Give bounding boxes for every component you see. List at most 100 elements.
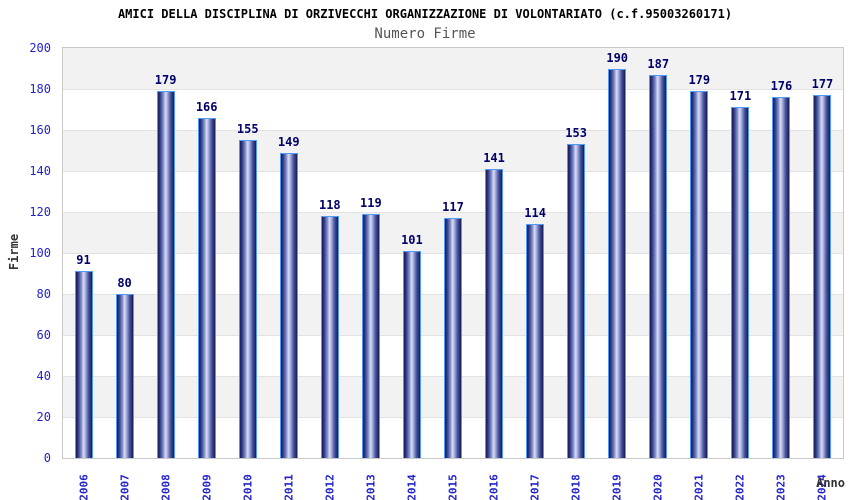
bar-slot: 190 2019 [597, 48, 638, 500]
value-label: 177 [811, 77, 834, 92]
bar-slot: 166 2009 [186, 48, 227, 500]
bar-slot: 118 2012 [309, 48, 350, 500]
x-tick-label: 2007 [118, 474, 132, 500]
value-label: 187 [647, 56, 670, 71]
x-tick-label: 2018 [569, 474, 583, 500]
bar-slot: 141 2016 [474, 48, 515, 500]
bar-slot: 179 2021 [679, 48, 720, 500]
value-label: 149 [277, 134, 300, 149]
value-label: 171 [729, 89, 752, 104]
gridline [63, 89, 843, 90]
x-axis-title: Anno [816, 476, 845, 490]
x-tick-label: 2022 [733, 474, 747, 500]
bar-2023 [772, 97, 791, 458]
background-band [63, 130, 843, 171]
value-label: 155 [236, 122, 259, 137]
bar-2017 [526, 224, 545, 458]
x-tick-label: 2020 [651, 474, 665, 500]
bar-slot: 119 2013 [350, 48, 391, 500]
background-band [63, 89, 843, 130]
bar-slot: 177 2024 [802, 48, 843, 500]
bar-slot: 153 2018 [556, 48, 597, 500]
value-label: 114 [524, 206, 546, 221]
bar-2011 [279, 152, 298, 458]
y-tick-label: 80 [36, 287, 51, 301]
x-tick-label: 2010 [241, 474, 255, 500]
x-tick-label: 2011 [282, 474, 296, 500]
bar-2008 [156, 91, 175, 458]
value-label: 118 [318, 198, 341, 213]
chart-title: AMICI DELLA DISCIPLINA DI ORZIVECCHI ORG… [117, 7, 733, 21]
bar-2007 [115, 294, 134, 458]
value-label: 179 [154, 73, 177, 88]
value-label: 80 [117, 276, 132, 290]
bar-2024 [813, 95, 832, 458]
x-tick-label: 2017 [528, 474, 542, 500]
bar-slot: 155 2010 [227, 48, 268, 500]
bar-2013 [361, 214, 380, 458]
bar-2022 [731, 107, 750, 458]
x-tick-label: 2021 [692, 474, 706, 500]
x-tick-label: 2008 [159, 474, 173, 500]
value-label: 176 [770, 79, 793, 94]
bar-2018 [567, 144, 586, 458]
value-label: 166 [195, 99, 218, 114]
y-tick-label: 160 [29, 123, 51, 137]
y-tick-label: 140 [29, 164, 51, 178]
bar-slot: 80 2007 [104, 48, 145, 500]
gridline [63, 171, 843, 172]
y-tick-label: 60 [36, 328, 51, 342]
bar-2020 [649, 74, 668, 458]
y-axis-title: Firme [7, 233, 22, 271]
value-label: 153 [565, 126, 587, 141]
bar-slot: 179 2008 [145, 48, 186, 500]
bar-2010 [238, 140, 257, 458]
x-tick-label: 2009 [200, 474, 214, 500]
background-band [63, 48, 843, 89]
y-tick-label: 0 [43, 451, 51, 465]
bar-2019 [608, 68, 627, 458]
gridline [63, 130, 843, 131]
value-label: 91 [76, 253, 91, 268]
plot-area: 91 2006 80 2007 179 2008 166 2009 155 2010 149 2011… [29, 41, 844, 500]
y-tick-label: 120 [29, 205, 51, 219]
y-tick-label: 180 [29, 82, 51, 96]
x-tick-label: 2023 [774, 474, 788, 500]
y-tick-label: 200 [29, 41, 51, 55]
value-label: 141 [483, 150, 505, 165]
bar-slot: 91 2006 [63, 48, 104, 500]
chart-subtitle: Numero Firme [374, 26, 476, 42]
bar-2014 [402, 250, 421, 458]
bar-slot: 176 2023 [761, 48, 802, 500]
bar-2016 [485, 168, 504, 458]
value-label: 117 [442, 200, 464, 215]
bar-2015 [443, 218, 462, 458]
bar-slot: 114 2017 [515, 48, 556, 500]
bar-slot: 117 2015 [432, 48, 473, 500]
x-tick-label: 2006 [77, 474, 91, 500]
bar-2009 [197, 117, 216, 458]
x-tick-label: 2016 [487, 474, 501, 500]
value-label: 190 [606, 50, 629, 65]
x-tick-label: 2019 [610, 474, 624, 500]
background-band [63, 171, 843, 212]
y-tick-label: 20 [36, 410, 51, 424]
bar-slot: 101 2014 [391, 48, 432, 500]
y-tick-label: 40 [36, 369, 51, 383]
x-tick-label: 2015 [446, 474, 460, 500]
x-tick-label: 2014 [405, 474, 419, 500]
bar-slot: 187 2020 [638, 48, 679, 500]
value-label: 119 [360, 196, 382, 211]
x-tick-label: 2012 [323, 474, 337, 500]
bar-slot: 171 2022 [720, 48, 761, 500]
value-label: 179 [688, 73, 711, 88]
x-tick-label: 2013 [364, 474, 378, 500]
y-tick-label: 100 [29, 246, 51, 260]
value-label: 101 [401, 232, 423, 247]
bar-slot: 149 2011 [268, 48, 309, 500]
bar-2012 [320, 216, 339, 458]
bar-2021 [690, 91, 709, 458]
bar-2006 [74, 271, 93, 458]
gridline [63, 212, 843, 213]
